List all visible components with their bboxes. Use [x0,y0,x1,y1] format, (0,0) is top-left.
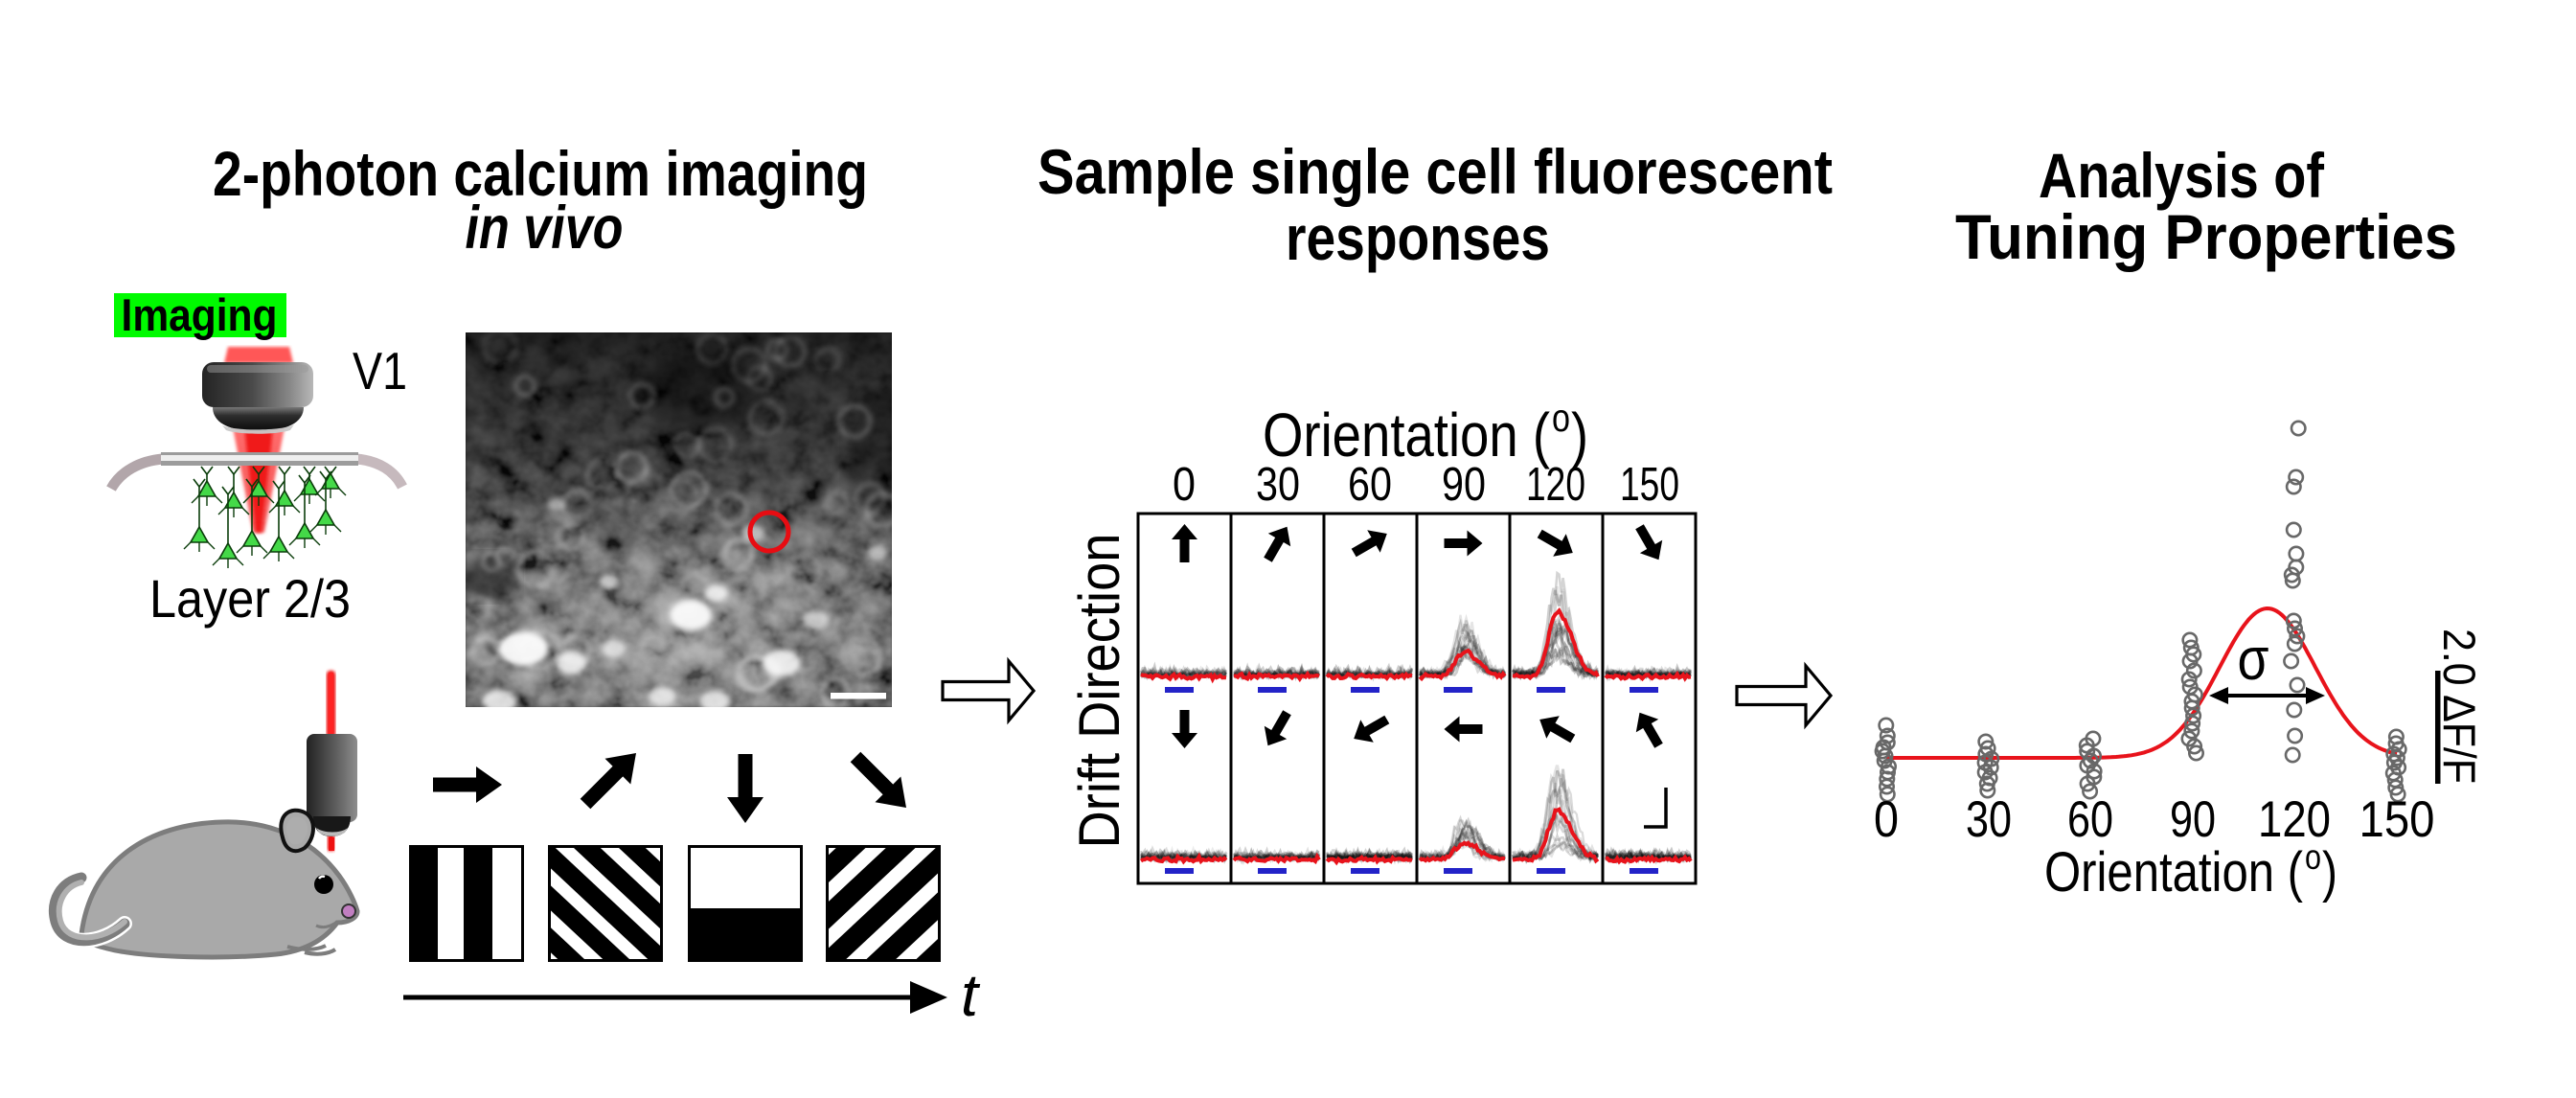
svg-text:o: o [2305,837,2321,877]
svg-text:120: 120 [1526,459,1585,511]
svg-text:2-photon calcium imaging: 2-photon calcium imaging [213,138,868,209]
svg-text:responses: responses [1286,202,1550,273]
svg-text:Analysis of: Analysis of [2039,140,2325,211]
svg-text:V1: V1 [353,341,407,400]
svg-text:Drift Direction: Drift Direction [1067,534,1131,849]
svg-text:): ) [2322,841,2337,904]
svg-text:σ: σ [2238,627,2269,693]
svg-text:Orientation (: Orientation ( [1263,400,1550,469]
svg-text:0: 0 [1173,459,1196,511]
svg-text:t: t [961,963,981,1029]
svg-text:30: 30 [1256,459,1300,511]
svg-text:30: 30 [1966,791,2012,848]
svg-text:o: o [1552,396,1570,440]
svg-text:90: 90 [2170,791,2216,848]
svg-text:Orientation (: Orientation ( [2044,841,2303,904]
svg-text:150: 150 [2359,791,2435,848]
svg-text:in vivo: in vivo [466,194,624,262]
svg-text:2.0 ΔF/F: 2.0 ΔF/F [2434,629,2485,784]
svg-text:90: 90 [1442,459,1486,511]
svg-text:60: 60 [2067,791,2113,848]
svg-text:Layer 2/3: Layer 2/3 [149,568,351,629]
svg-text:Sample single cell fluorescent: Sample single cell fluorescent [1037,136,1833,207]
svg-text:Tuning Properties: Tuning Properties [1955,201,2457,272]
svg-text:0: 0 [1874,791,1899,848]
svg-text:Imaging: Imaging [122,289,278,340]
svg-text:): ) [1571,400,1588,469]
svg-text:150: 150 [1620,459,1679,511]
svg-text:60: 60 [1348,459,1392,511]
svg-text:120: 120 [2258,791,2331,848]
